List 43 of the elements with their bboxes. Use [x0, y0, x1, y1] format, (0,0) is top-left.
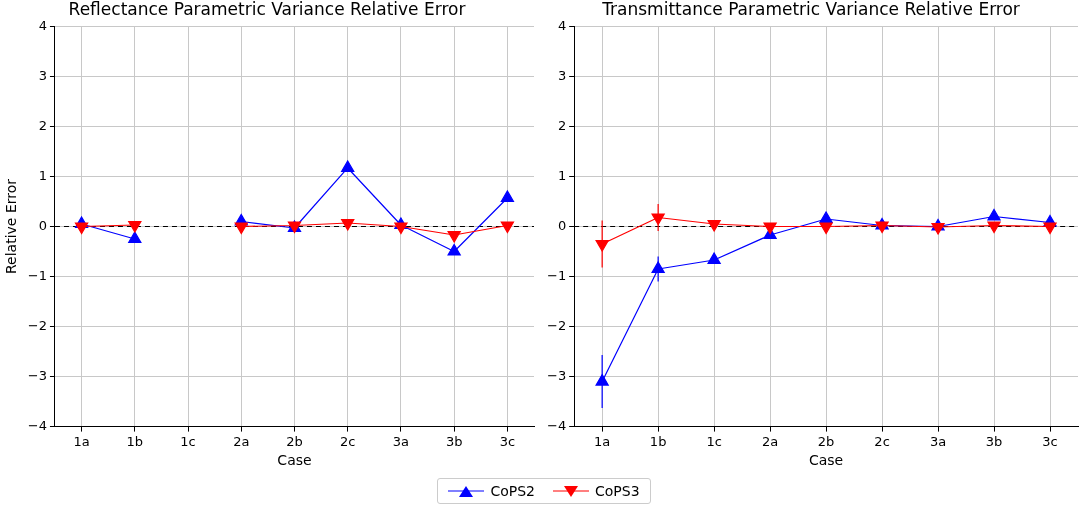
- y-axis-title: Relative Error: [3, 178, 20, 275]
- x-tick-label: 1b: [649, 433, 667, 449]
- y-tick-label: 3: [38, 67, 47, 83]
- y-tick-label: 1: [38, 167, 47, 183]
- x-axis-title: Case: [808, 452, 844, 469]
- y-tick-label: −1: [27, 267, 47, 283]
- x-tick-label: 2c: [874, 433, 890, 449]
- legend-label: CoPS3: [595, 483, 640, 499]
- x-tick-label: 2c: [340, 433, 356, 449]
- y-tick-label: −3: [546, 367, 567, 383]
- y-tick-label: 0: [38, 217, 47, 233]
- x-tick-label: 1c: [180, 433, 196, 449]
- x-tick-label: 3c: [499, 433, 516, 449]
- x-tick-label: 1b: [126, 433, 144, 449]
- y-tick-label: 2: [557, 117, 567, 133]
- x-tick-label: 1a: [73, 433, 90, 449]
- x-tick-label: 2b: [817, 433, 835, 449]
- y-tick-label: 4: [38, 17, 47, 33]
- x-tick-label: 2b: [286, 433, 303, 449]
- y-tick-label: −4: [27, 417, 47, 433]
- y-tick-label: −3: [27, 367, 47, 383]
- legend-label: CoPS2: [490, 483, 535, 499]
- y-tick-label: 0: [557, 217, 567, 233]
- x-tick-label: 1c: [706, 433, 722, 449]
- y-tick-label: −2: [546, 317, 567, 333]
- y-tick-label: 4: [557, 17, 567, 33]
- y-tick-label: 2: [38, 117, 47, 133]
- x-axis-title: Case: [277, 452, 312, 469]
- x-tick-label: 3a: [392, 433, 410, 449]
- x-tick-label: 3b: [985, 433, 1003, 449]
- y-tick-label: −4: [546, 417, 567, 433]
- chart-title: Reflectance Parametric Variance Relative Error: [68, 0, 466, 19]
- y-tick-label: 3: [557, 67, 567, 83]
- y-tick-label: −1: [546, 267, 567, 283]
- x-tick-label: 2a: [761, 433, 779, 449]
- x-tick-label: 3c: [1042, 433, 1058, 449]
- y-tick-label: 1: [557, 167, 567, 183]
- x-tick-label: 3a: [929, 433, 947, 449]
- chart-title: Transmittance Parametric Variance Relative Error: [601, 0, 1020, 19]
- x-tick-label: 1a: [594, 433, 611, 449]
- y-tick-label: −2: [27, 317, 47, 333]
- x-tick-label: 2a: [233, 433, 250, 449]
- x-tick-label: 3b: [445, 433, 463, 449]
